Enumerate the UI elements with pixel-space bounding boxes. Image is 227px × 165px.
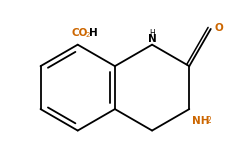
Text: NH: NH xyxy=(192,116,210,126)
Text: 2: 2 xyxy=(86,32,90,38)
Text: N: N xyxy=(148,34,156,44)
Text: H: H xyxy=(89,28,98,37)
Text: H: H xyxy=(149,29,155,37)
Text: 2: 2 xyxy=(207,116,211,125)
Text: O: O xyxy=(215,23,224,33)
Text: CO: CO xyxy=(72,28,88,37)
